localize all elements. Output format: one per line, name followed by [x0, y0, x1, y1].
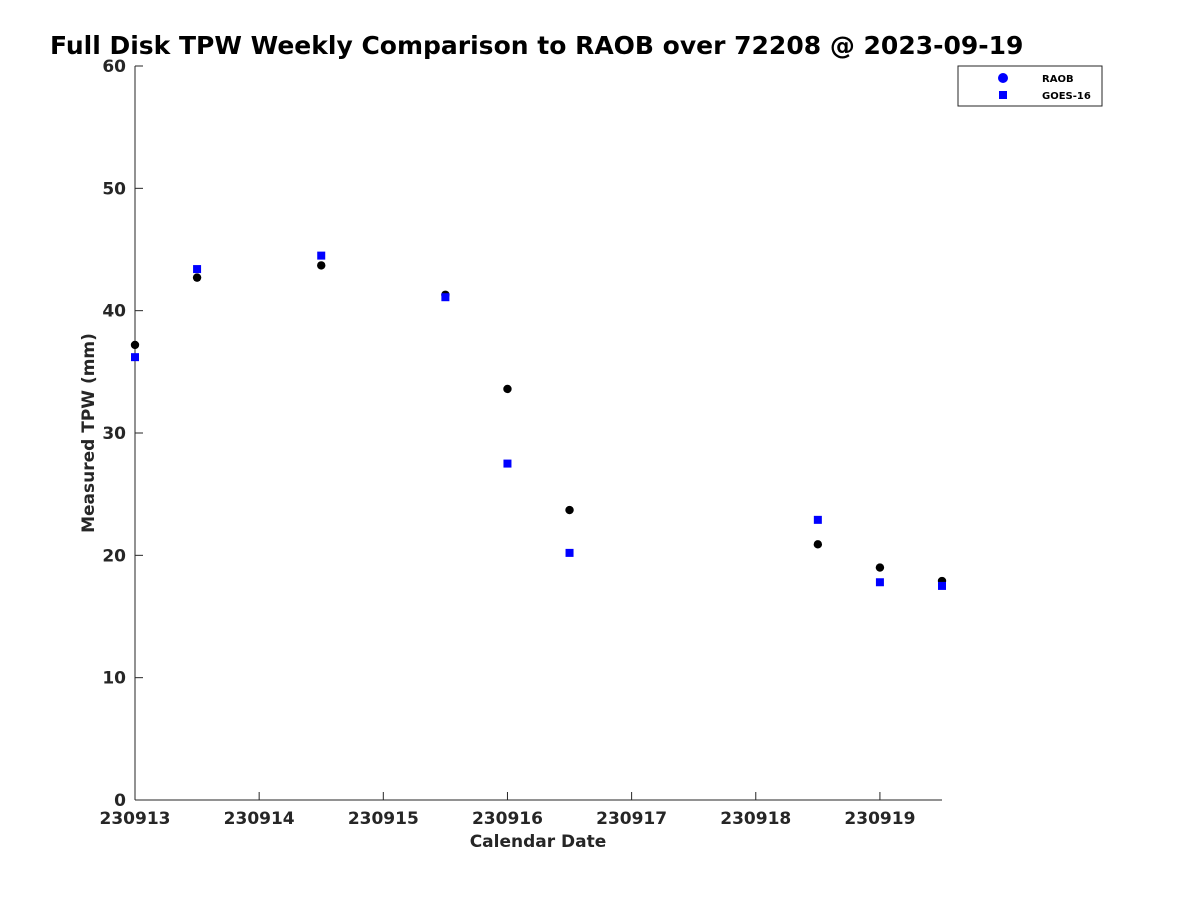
goes-16-point — [317, 251, 326, 260]
raob-point — [813, 540, 823, 549]
y-tick-label: 20 — [102, 546, 126, 566]
data-points — [130, 251, 947, 590]
raob-point — [503, 384, 512, 394]
x-tick-label: 230914 — [224, 809, 295, 829]
goes-16-point — [565, 548, 574, 557]
x-tick-label: 230917 — [596, 809, 667, 829]
y-ticks: 0 10 20 30 40 50 60 — [102, 57, 143, 811]
y-tick-label: 40 — [102, 302, 126, 322]
goes-16-point — [193, 265, 202, 274]
x-tick-label: 230913 — [100, 809, 171, 829]
raob-point — [565, 505, 574, 515]
raob-point — [317, 261, 326, 270]
legend: RAOB GOES-16 — [957, 65, 1103, 107]
goes-16-point — [875, 578, 884, 587]
y-axis-label: Measured TPW (mm) — [79, 333, 99, 533]
x-tick-label: 230916 — [472, 809, 543, 829]
raob-point — [130, 340, 140, 350]
x-tick-label: 230918 — [720, 809, 791, 829]
goes-16-point — [938, 581, 946, 590]
y-tick-label: 50 — [102, 179, 126, 199]
x-tick-label: 230915 — [348, 809, 419, 829]
y-tick-label: 10 — [102, 669, 126, 689]
y-tick-label: 30 — [102, 424, 126, 444]
legend-marker-goes-16 — [999, 91, 1007, 99]
chart-title: Full Disk TPW Weekly Comparison to RAOB … — [50, 31, 1023, 60]
x-axis-label: Calendar Date — [470, 832, 607, 852]
raob-point — [192, 273, 202, 282]
goes-16-point — [131, 353, 139, 362]
legend-box — [957, 65, 1103, 107]
raob-point — [875, 563, 885, 572]
x-tick-label: 230919 — [844, 809, 915, 829]
x-ticks: 230913 230914 230915 230916 230917 230918 2309… — [100, 792, 915, 829]
goes-16-point — [813, 515, 822, 524]
y-tick-label: 0 — [114, 791, 126, 811]
goes-16-point — [441, 293, 450, 302]
legend-marker-raob — [998, 73, 1008, 83]
axes — [134, 66, 942, 801]
legend-label-raob: RAOB — [1042, 74, 1074, 85]
goes-16-point — [503, 459, 512, 468]
legend-label-goes-16: GOES-16 — [1042, 91, 1091, 102]
y-tick-label: 60 — [102, 57, 126, 77]
